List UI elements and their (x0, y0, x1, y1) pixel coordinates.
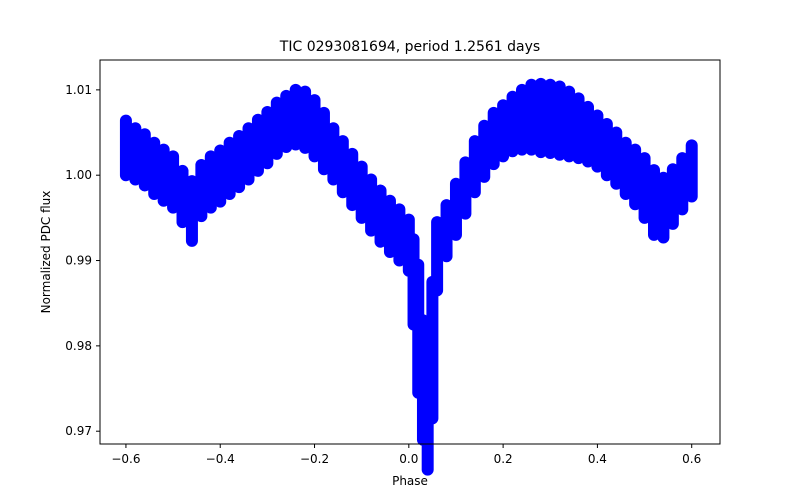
x-tick-label: 0.6 (682, 452, 701, 466)
data-point (349, 176, 356, 183)
data-point (650, 199, 657, 206)
data-point (226, 165, 233, 172)
data-point (245, 150, 252, 157)
data-point (198, 187, 205, 194)
data-point (273, 125, 280, 132)
data-point (320, 138, 327, 145)
y-axis-ticks: 0.97 0.98 0.99 1.00 1.01 (65, 83, 100, 438)
data-point (386, 223, 393, 230)
data-point (434, 253, 441, 260)
data-point (141, 156, 148, 163)
data-point (688, 167, 695, 174)
data-point (660, 204, 667, 211)
data-points (119, 77, 698, 476)
data-point (500, 127, 507, 134)
data-point (151, 165, 158, 172)
data-point (122, 144, 129, 151)
data-point (443, 227, 450, 234)
data-point (396, 231, 403, 238)
data-point (622, 165, 629, 172)
data-point (217, 173, 224, 180)
chart-title: TIC 0293081694, period 1.2561 days (279, 39, 540, 55)
data-point (669, 193, 676, 200)
data-point (632, 173, 639, 180)
data-point (429, 347, 436, 354)
data-point (490, 135, 497, 142)
data-point (641, 185, 648, 191)
y-tick-label: 0.98 (65, 339, 92, 353)
data-point (584, 131, 591, 138)
data-point (471, 163, 478, 170)
x-axis-ticks: −0.6 −0.4 −0.2 0.0 0.2 0.4 0.6 (111, 444, 701, 466)
y-tick-label: 1.01 (65, 83, 92, 97)
y-tick-label: 1.00 (65, 168, 92, 182)
data-point (452, 206, 459, 213)
data-point (160, 172, 167, 179)
data-point (377, 213, 384, 220)
data-point (188, 208, 195, 215)
data-point (132, 150, 139, 157)
data-point (575, 125, 582, 132)
x-tick-label: −0.6 (111, 452, 140, 466)
data-point (537, 115, 544, 122)
y-tick-label: 0.97 (65, 424, 92, 438)
y-tick-label: 0.99 (65, 254, 92, 268)
data-point (594, 138, 601, 145)
data-point (481, 148, 488, 155)
data-point (179, 193, 186, 200)
data-point (358, 189, 365, 196)
data-point (528, 114, 535, 121)
x-tick-label: 0.0 (399, 452, 418, 466)
data-point (566, 121, 573, 127)
plot-area-frame (99, 59, 721, 445)
data-point (339, 163, 346, 170)
data-point (613, 155, 620, 162)
data-point (330, 150, 337, 157)
x-tick-label: 0.2 (494, 452, 513, 466)
data-point (283, 118, 290, 125)
data-point (547, 115, 554, 122)
data-point (236, 158, 243, 165)
data-point (264, 134, 271, 141)
data-point (302, 116, 309, 123)
data-point (207, 179, 214, 186)
data-point (509, 121, 516, 127)
data-point (311, 125, 318, 132)
y-axis-label: Normalized PDC flux (39, 191, 53, 314)
x-tick-label: 0.4 (588, 452, 607, 466)
data-point (368, 202, 375, 209)
data-point (462, 185, 469, 191)
x-axis-label: Phase (392, 474, 428, 488)
data-point (679, 180, 686, 187)
data-point (603, 146, 610, 153)
data-point (518, 116, 525, 123)
data-point (170, 179, 177, 186)
data-point (254, 142, 261, 149)
data-point (556, 117, 563, 124)
data-point (292, 114, 299, 121)
x-tick-label: −0.2 (300, 452, 329, 466)
x-tick-label: −0.4 (206, 452, 235, 466)
